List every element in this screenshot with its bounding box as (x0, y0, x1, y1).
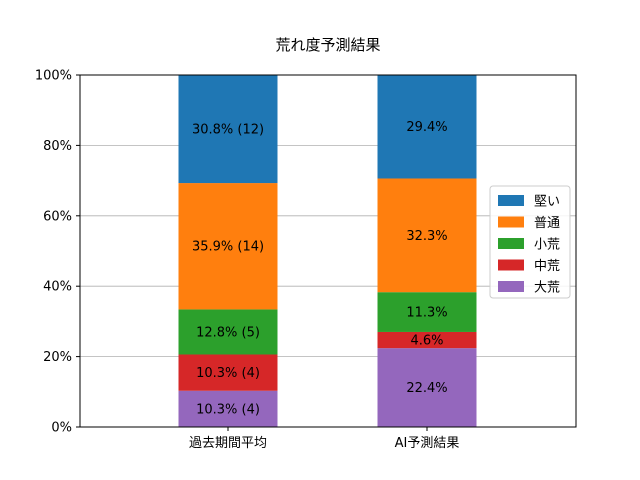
bar-segment (178, 183, 278, 310)
legend-label: 中荒 (534, 259, 560, 274)
data-label: 12.8% (5) (196, 325, 260, 340)
bar-segment (178, 309, 278, 355)
y-tick-label: 60% (43, 209, 72, 224)
y-tick-label: 40% (43, 280, 72, 295)
chart-title: 荒れ度予測結果 (275, 36, 380, 54)
y-tick-label: 20% (43, 350, 72, 365)
data-label: 35.9% (14) (192, 240, 264, 255)
data-label: 22.4% (406, 381, 447, 396)
legend-swatch (498, 281, 524, 292)
data-label: 10.3% (4) (196, 402, 260, 417)
legend-swatch (498, 238, 524, 249)
legend-label: 大荒 (534, 281, 560, 296)
bar-segment (178, 390, 278, 427)
bar-segment (178, 354, 278, 391)
axes: 0% 20% 40% 60% 80% 100% 過去期間平均 AI予測結果 (35, 69, 460, 452)
data-label: 30.8% (12) (192, 122, 264, 137)
legend-swatch (498, 195, 524, 206)
legend-label: 堅い (534, 195, 560, 210)
bar-segment (377, 331, 477, 349)
bar-segment (377, 348, 477, 427)
y-tick-label: 80% (43, 139, 72, 154)
y-tick-label: 0% (51, 421, 72, 436)
y-tick-label: 100% (35, 69, 72, 84)
bar-segment (178, 74, 278, 184)
plot-frame (79, 74, 577, 428)
data-label: 11.3% (406, 306, 447, 321)
legend-swatch (498, 216, 524, 228)
x-tick-label: 過去期間平均 (189, 436, 267, 451)
data-label: 29.4% (406, 120, 447, 135)
legend-label: 普通 (534, 216, 560, 231)
bar-segment (377, 178, 477, 293)
data-label: 32.3% (406, 229, 447, 244)
bar-segment (377, 75, 477, 179)
data-label: 10.3% (4) (196, 366, 260, 381)
data-label: 4.6% (410, 334, 443, 349)
x-tick-label: AI予測結果 (395, 436, 460, 451)
bars: 10.3% (4) 10.3% (4) 12.8% (5) 35.9% (14) 30.… (178, 74, 477, 427)
legend-label: 小荒 (534, 238, 560, 253)
bar-segment (377, 292, 477, 332)
legend-swatch (498, 259, 524, 271)
